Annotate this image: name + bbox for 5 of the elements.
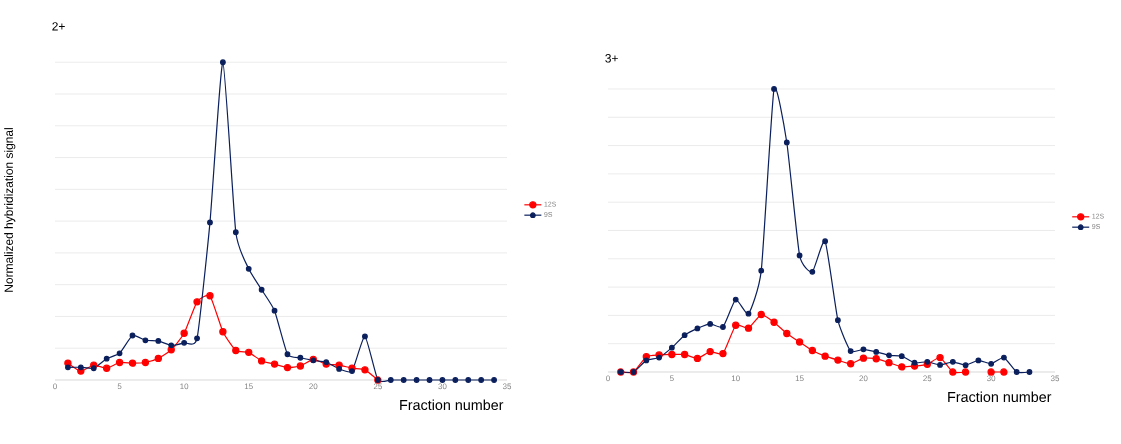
x-axis-title: Fraction number	[948, 391, 1052, 403]
chart-title: 3+	[605, 54, 618, 63]
y-axis-title: Normalized hybridization signal	[4, 128, 16, 292]
x-axis-title: Fraction number	[400, 399, 504, 411]
chart-title: 2+	[52, 22, 65, 31]
